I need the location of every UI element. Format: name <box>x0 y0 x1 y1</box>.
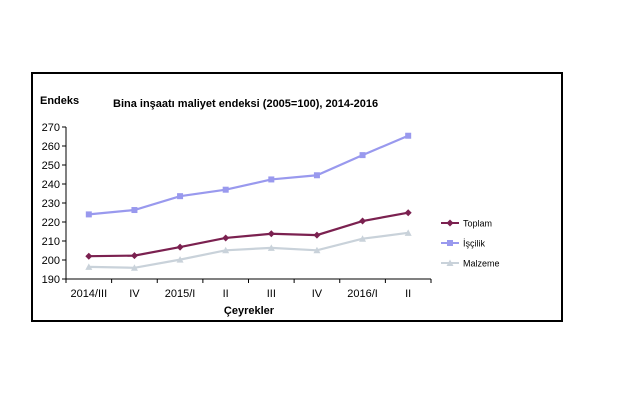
x-tick-label: IV <box>312 288 323 300</box>
line-chart: Endeks Bina inşaatı maliyet endeksi (200… <box>40 95 500 317</box>
data-point <box>359 217 367 225</box>
legend-label: İşçilik <box>463 239 485 249</box>
data-point <box>446 219 454 227</box>
x-tick-label: IV <box>129 288 140 300</box>
data-point <box>268 176 275 183</box>
x-tick-label: II <box>223 288 229 300</box>
x-axis-title: Çeyrekler <box>224 305 275 317</box>
chart-frame: Endeks Bina inşaatı maliyet endeksi (200… <box>31 72 563 322</box>
y-tick-label: 200 <box>42 255 60 267</box>
x-tick-label: III <box>267 288 276 300</box>
data-point <box>222 186 229 193</box>
data-point <box>222 234 230 242</box>
data-point <box>176 243 184 251</box>
data-point <box>85 263 93 270</box>
y-tick-label: 230 <box>42 198 60 210</box>
data-point <box>313 172 320 179</box>
chart-title: Bina inşaatı maliyet endeksi (2005=100),… <box>113 98 378 110</box>
data-point <box>85 211 92 218</box>
x-axis-ticks: 2014/III IV 2015/I II III IV 2016/I II <box>65 279 432 300</box>
legend-label: Toplam <box>463 219 492 229</box>
series-group <box>85 132 412 271</box>
data-point <box>267 230 275 238</box>
x-tick-label: 2016/I <box>347 288 378 300</box>
x-tick-label: 2014/III <box>70 288 107 300</box>
series-line <box>88 231 409 269</box>
data-point <box>131 207 138 214</box>
data-point <box>446 259 454 266</box>
data-point <box>313 231 321 239</box>
series-i-ilik <box>85 132 412 218</box>
y-tick-label: 210 <box>42 236 60 248</box>
series-malzeme <box>85 229 412 271</box>
y-axis-ticks: 190 200 210 220 230 240 250 260 270 <box>42 122 66 286</box>
y-tick-label: 240 <box>42 179 60 191</box>
y-tick-label: 190 <box>42 274 60 286</box>
data-point <box>405 132 412 139</box>
data-point <box>447 240 453 246</box>
data-point <box>176 256 184 263</box>
y-tick-label: 250 <box>42 160 60 172</box>
y-tick-label: 220 <box>42 217 60 229</box>
series-line <box>88 211 409 258</box>
x-tick-label: 2015/I <box>165 288 196 300</box>
legend-item: İşçilik <box>441 239 485 249</box>
data-point <box>85 252 93 260</box>
legend-label: Malzeme <box>463 259 500 269</box>
series-line <box>88 134 409 216</box>
legend-item: Toplam <box>441 219 492 229</box>
legend: Toplam İşçilik Malzeme <box>441 219 500 269</box>
data-point <box>359 152 366 159</box>
data-point <box>130 252 138 260</box>
legend-item: Malzeme <box>441 259 500 269</box>
data-point <box>313 246 321 254</box>
data-point <box>222 246 230 254</box>
data-point <box>359 235 367 242</box>
series-toplam <box>85 209 412 260</box>
y-tick-label: 270 <box>42 122 60 134</box>
data-point <box>130 264 138 271</box>
x-tick-label: II <box>405 288 411 300</box>
data-point <box>177 193 184 200</box>
y-axis-title: Endeks <box>40 95 79 107</box>
data-point <box>404 209 412 217</box>
data-point <box>267 244 275 251</box>
data-point <box>404 229 412 236</box>
y-tick-label: 260 <box>42 141 60 153</box>
